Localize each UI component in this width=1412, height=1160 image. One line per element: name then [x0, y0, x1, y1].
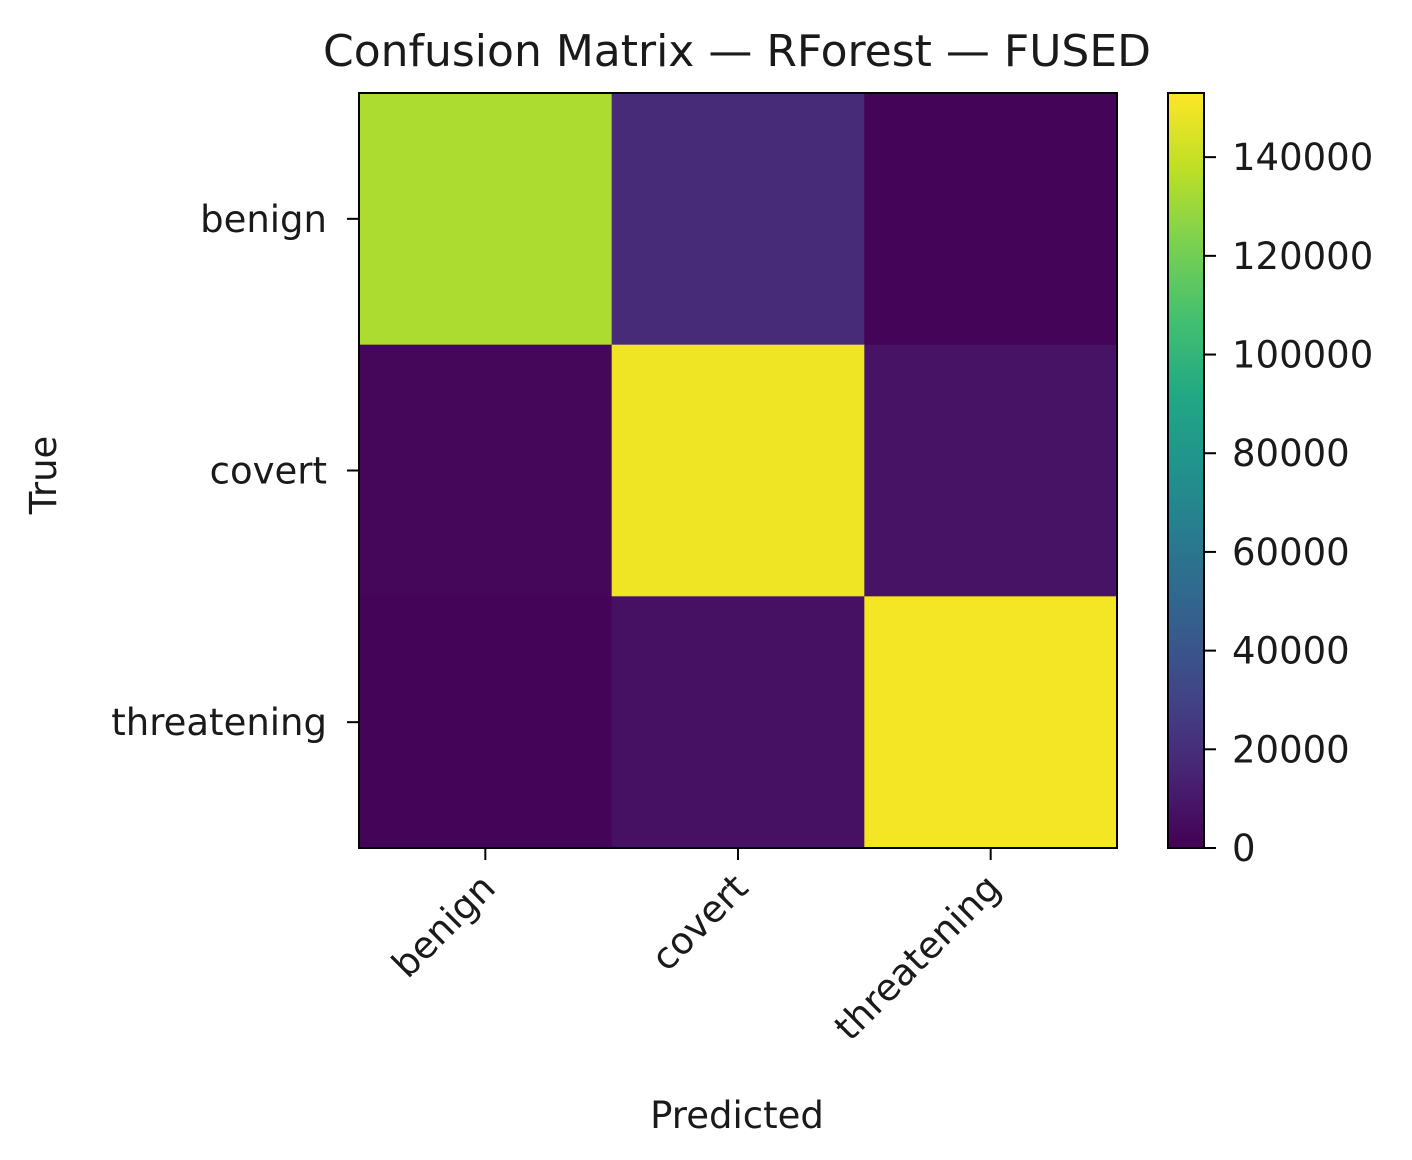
- colorbar-tick-label: 0: [1232, 827, 1256, 870]
- colorbar-tick-label: 40000: [1232, 630, 1350, 673]
- colorbar-tick-label: 140000: [1232, 136, 1373, 179]
- colorbar-ticks: 0 20000 40000 60000 80000 100000 120000 140000: [1204, 136, 1373, 870]
- chart-title: Confusion Matrix — RForest — FUSED: [323, 26, 1151, 77]
- y-tick-label: threatening: [111, 701, 327, 744]
- x-axis-ticks: benign covert threatening: [384, 848, 1009, 1049]
- heatmap-cell-benign-threatening: [864, 93, 1118, 346]
- x-tick-label: benign: [384, 866, 504, 986]
- heatmap-cell-covert-covert: [611, 344, 865, 597]
- x-tick-label: covert: [643, 866, 756, 979]
- y-axis-label: True: [22, 436, 65, 516]
- heatmap-cell-threatening-covert: [611, 596, 865, 849]
- x-axis-label: Predicted: [650, 1094, 824, 1137]
- y-tick-label: benign: [200, 198, 327, 241]
- y-tick-label: covert: [210, 450, 327, 493]
- heatmap-cells: [359, 93, 1118, 849]
- colorbar-tick-label: 20000: [1232, 728, 1350, 771]
- heatmap-cell-benign-benign: [359, 93, 613, 346]
- heatmap-cell-benign-covert: [611, 93, 865, 346]
- colorbar-tick-label: 60000: [1232, 531, 1350, 574]
- heatmap-cell-threatening-benign: [359, 596, 613, 849]
- heatmap-cell-covert-benign: [359, 344, 613, 597]
- y-axis-ticks: benign covert threatening: [111, 198, 359, 744]
- x-tick-label: threatening: [826, 866, 1009, 1049]
- colorbar-tick-label: 80000: [1232, 432, 1350, 475]
- colorbar-tick-label: 100000: [1232, 334, 1373, 377]
- heatmap-cell-threatening-threatening: [864, 596, 1118, 849]
- heatmap-cell-covert-threatening: [864, 344, 1118, 597]
- colorbar: [1167, 92, 1205, 849]
- colorbar-tick-label: 120000: [1232, 235, 1373, 278]
